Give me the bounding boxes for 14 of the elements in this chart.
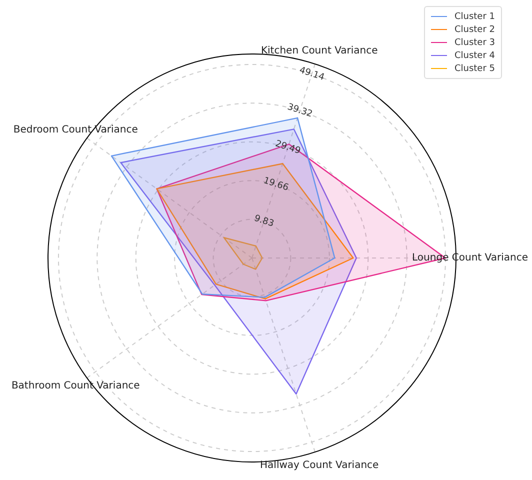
legend-label: Cluster 5 <box>454 64 495 74</box>
y-tick-label: 19.66 <box>262 176 290 194</box>
spoke-label: Hallway Count Variance <box>260 460 379 471</box>
legend-label: Cluster 3 <box>454 38 495 48</box>
spoke-label: Bathroom Count Variance <box>11 380 140 392</box>
y-tick-label: 39.32 <box>286 102 314 120</box>
legend-label: Cluster 1 <box>454 12 495 22</box>
legend-label: Cluster 4 <box>454 50 495 60</box>
y-tick-label: 9.83 <box>252 214 275 230</box>
y-tick-label: 49.14 <box>298 66 326 84</box>
spoke-label: Bedroom Count Variance <box>13 124 138 136</box>
spoke-label: Kitchen Count Variance <box>260 45 378 56</box>
legend-label: Cluster 2 <box>454 24 495 34</box>
y-tick-label: 29.49 <box>274 139 302 157</box>
